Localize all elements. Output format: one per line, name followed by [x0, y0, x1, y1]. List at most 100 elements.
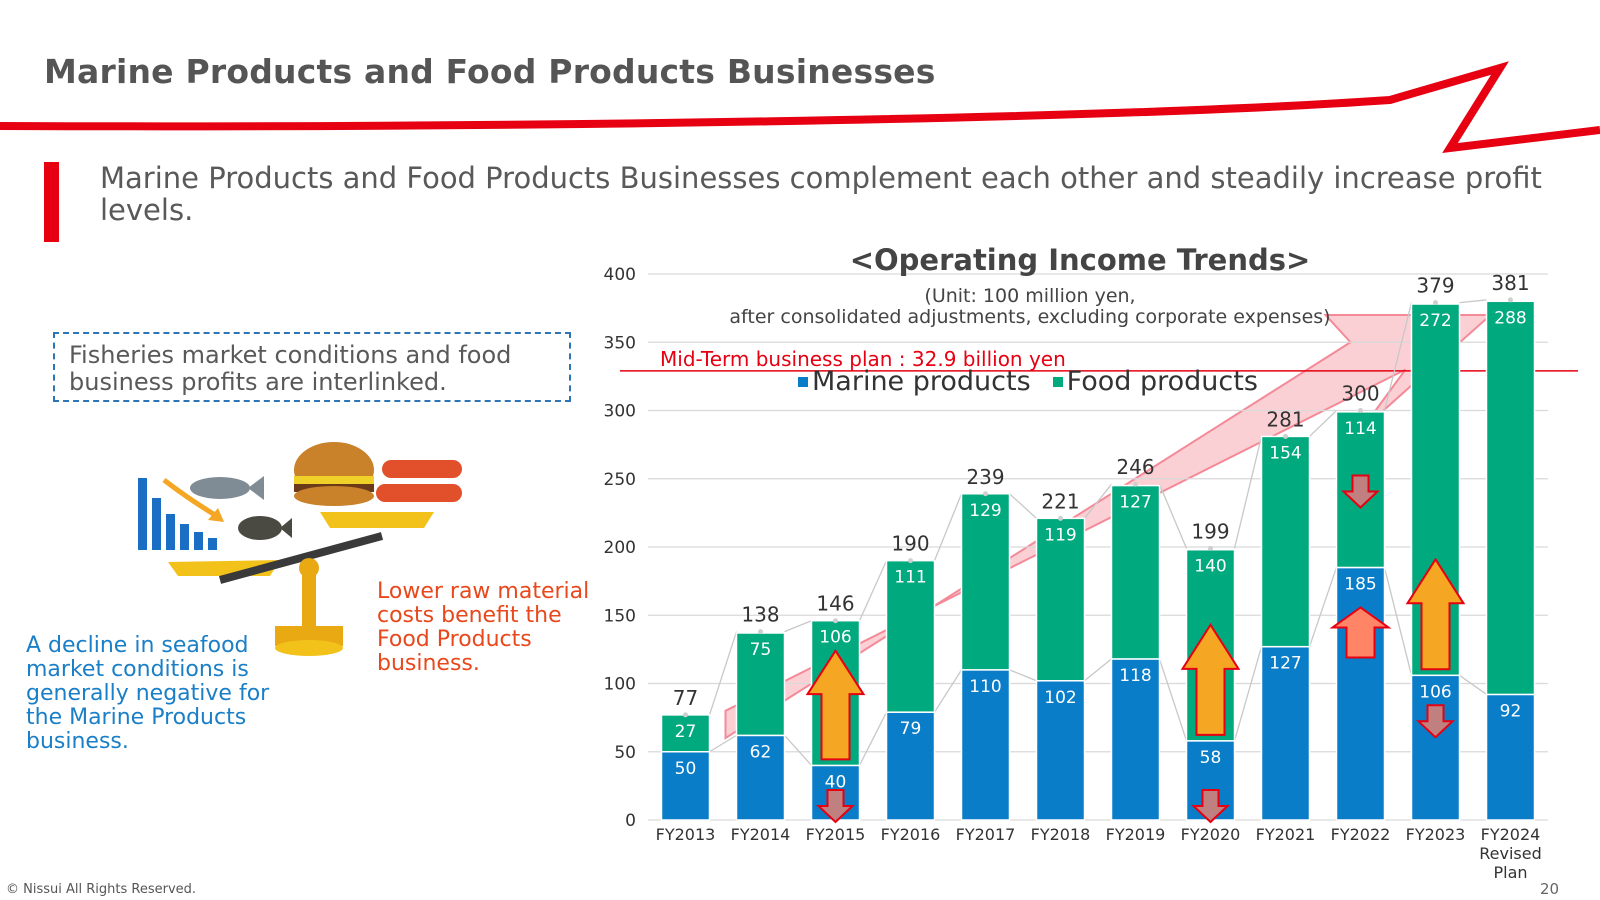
- bar-marine: [885, 711, 936, 821]
- page-number: 20: [1540, 880, 1560, 898]
- x-tick-label: FY2016: [881, 825, 941, 844]
- y-tick-label: 250: [604, 470, 636, 490]
- x-tick-label: FY2015: [806, 825, 866, 844]
- up-arrow-icon: [805, 648, 866, 761]
- down-arrow-icon: [815, 789, 856, 824]
- x-tick-label: FY2024: [1481, 825, 1541, 844]
- total-connector-line: [708, 631, 738, 716]
- x-tick-label: FY2019: [1106, 825, 1166, 844]
- x-tick-label: FY2017: [956, 825, 1016, 844]
- total-connector-line: [858, 560, 888, 621]
- marine-connector-line: [1084, 658, 1112, 682]
- total-marker: [1208, 545, 1213, 551]
- sausage-icon: [376, 460, 462, 502]
- unit-note-text: (Unit: 100 million yen, after consolidate…: [729, 285, 1331, 328]
- total-marker: [1433, 300, 1438, 306]
- data-label-marine: 127: [1269, 654, 1301, 674]
- down-arrow-icon: [1190, 789, 1231, 824]
- bar-food: [1035, 517, 1086, 682]
- fish-icon: [190, 477, 250, 499]
- total-connector-line: [1383, 302, 1413, 411]
- total-connector-line: [933, 493, 963, 561]
- marine-connector-line: [784, 734, 812, 766]
- x-tick-label: Plan: [1493, 863, 1527, 882]
- total-marker: [833, 618, 838, 624]
- legend-item-food: Food products: [1052, 366, 1258, 397]
- bar-marine: [1035, 680, 1086, 821]
- x-tick-label: FY2013: [656, 825, 716, 844]
- data-label-total: 381: [1491, 271, 1529, 295]
- data-label-food: 272: [1419, 311, 1451, 331]
- total-marker: [908, 558, 913, 564]
- data-label-marine: 62: [750, 742, 772, 762]
- fish-icon: [238, 516, 282, 540]
- total-marker: [1133, 481, 1138, 487]
- balance-scale-illustration: [138, 442, 462, 656]
- data-label-marine: 40: [825, 772, 847, 792]
- total-marker: [1283, 433, 1288, 439]
- data-label-total: 138: [741, 603, 779, 627]
- data-label-food: 140: [1194, 557, 1226, 577]
- total-connector-line: [1083, 483, 1113, 519]
- legend-label-marine: Marine products: [812, 366, 1031, 397]
- bar-food: [1260, 435, 1311, 648]
- data-label-marine: 50: [675, 759, 697, 779]
- x-tick-label: FY2014: [731, 825, 791, 844]
- up-arrow-icon: [1405, 557, 1466, 671]
- y-tick-label: 100: [604, 675, 636, 695]
- x-tick-label: FY2022: [1331, 825, 1391, 844]
- marine-connector-line: [933, 669, 963, 713]
- total-marker: [1058, 515, 1063, 521]
- data-label-marine: 106: [1419, 682, 1451, 702]
- copyright: © Nissui All Rights Reserved.: [6, 882, 197, 897]
- total-marker: [1508, 297, 1513, 303]
- bar-marine: [660, 751, 711, 821]
- bar-food: [660, 714, 711, 753]
- callout-text: Fisheries market conditions and food bus…: [69, 341, 512, 396]
- data-label-food: 119: [1044, 525, 1076, 545]
- data-label-food: 288: [1494, 308, 1526, 328]
- total-connector-line: [784, 620, 812, 633]
- lead-accent-bar: [44, 162, 59, 242]
- data-label-total: 246: [1116, 455, 1154, 479]
- data-label-marine: 79: [900, 719, 922, 739]
- legend-swatch-marine: [798, 376, 808, 387]
- up-arrow-icon: [1329, 606, 1392, 659]
- data-label-total: 199: [1191, 519, 1229, 543]
- bar-food: [885, 559, 936, 713]
- declining-bars-icon: [138, 478, 224, 550]
- x-tick-label: FY2021: [1256, 825, 1316, 844]
- data-label-food: 75: [750, 640, 772, 660]
- data-label-marine: 118: [1119, 666, 1151, 686]
- burger-icon: [294, 442, 374, 506]
- marine-connector-line: [1009, 669, 1037, 682]
- total-connector-line: [1233, 436, 1263, 549]
- y-tick-label: 50: [614, 743, 636, 763]
- bar-marine: [1335, 566, 1386, 821]
- data-label-marine: 110: [969, 677, 1001, 697]
- marine-connector-line: [709, 734, 737, 753]
- down-arrow-icon: [1415, 704, 1456, 739]
- data-label-food: 154: [1269, 443, 1301, 463]
- bar-food: [960, 493, 1011, 671]
- legend-swatch-food: [1052, 376, 1063, 387]
- bar-marine: [1485, 693, 1536, 821]
- data-label-food: 27: [675, 722, 697, 742]
- y-tick-label: 300: [604, 402, 636, 422]
- total-marker: [983, 491, 988, 497]
- total-connector-line: [1459, 299, 1487, 304]
- data-label-total: 77: [673, 686, 698, 710]
- legend-item-marine: Marine products: [798, 366, 1031, 397]
- data-label-total: 146: [816, 592, 854, 616]
- data-label-food: 111: [894, 568, 926, 588]
- chart-title: <Operating Income Trends>: [849, 243, 1311, 277]
- total-marker: [758, 629, 763, 635]
- data-label-total: 300: [1341, 382, 1379, 406]
- y-tick-label: 350: [604, 333, 636, 353]
- marine-connector-line: [1158, 658, 1188, 742]
- chart-legend: Marine products Food products: [798, 366, 1258, 397]
- y-tick-label: 200: [604, 538, 636, 558]
- x-tick-label: FY2020: [1181, 825, 1241, 844]
- chart-unit-note: (Unit: 100 million yen, after consolidate…: [680, 286, 1380, 328]
